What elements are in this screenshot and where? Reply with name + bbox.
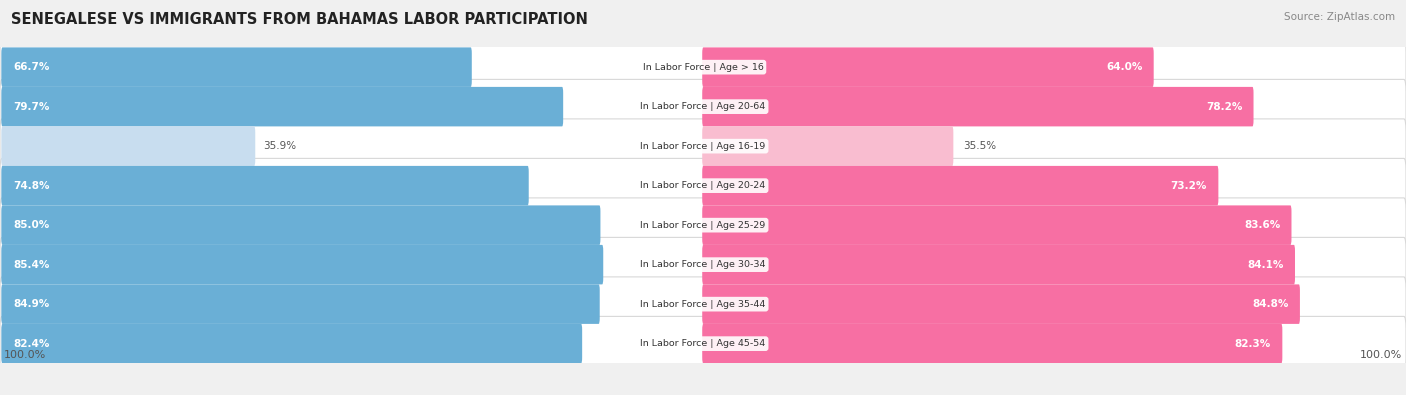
FancyBboxPatch shape [1,126,256,166]
Text: 84.9%: 84.9% [13,299,49,309]
Text: In Labor Force | Age 45-54: In Labor Force | Age 45-54 [640,339,766,348]
Text: In Labor Force | Age 20-24: In Labor Force | Age 20-24 [640,181,766,190]
FancyBboxPatch shape [1,324,582,363]
Text: 64.0%: 64.0% [1107,62,1142,72]
FancyBboxPatch shape [702,245,1295,284]
Text: Source: ZipAtlas.com: Source: ZipAtlas.com [1284,12,1395,22]
FancyBboxPatch shape [702,284,1301,324]
Text: In Labor Force | Age 20-64: In Labor Force | Age 20-64 [640,102,766,111]
FancyBboxPatch shape [702,126,953,166]
Text: 85.4%: 85.4% [13,260,49,270]
Text: 100.0%: 100.0% [1360,350,1402,361]
Text: 82.3%: 82.3% [1234,339,1271,349]
Text: 84.8%: 84.8% [1253,299,1289,309]
FancyBboxPatch shape [0,40,1406,94]
Text: 73.2%: 73.2% [1171,181,1206,191]
Text: 74.8%: 74.8% [13,181,49,191]
FancyBboxPatch shape [702,47,1154,87]
Text: 35.5%: 35.5% [963,141,997,151]
FancyBboxPatch shape [0,198,1406,252]
FancyBboxPatch shape [702,166,1219,205]
Text: 66.7%: 66.7% [13,62,49,72]
Text: In Labor Force | Age 16-19: In Labor Force | Age 16-19 [640,142,766,150]
FancyBboxPatch shape [702,205,1292,245]
FancyBboxPatch shape [0,79,1406,134]
FancyBboxPatch shape [1,47,472,87]
Text: 83.6%: 83.6% [1244,220,1281,230]
Text: In Labor Force | Age 25-29: In Labor Force | Age 25-29 [640,221,766,229]
FancyBboxPatch shape [702,87,1254,126]
Text: In Labor Force | Age 35-44: In Labor Force | Age 35-44 [640,300,766,308]
Text: In Labor Force | Age > 16: In Labor Force | Age > 16 [643,63,763,71]
FancyBboxPatch shape [0,277,1406,331]
Text: 35.9%: 35.9% [263,141,297,151]
Text: 82.4%: 82.4% [13,339,49,349]
Text: SENEGALESE VS IMMIGRANTS FROM BAHAMAS LABOR PARTICIPATION: SENEGALESE VS IMMIGRANTS FROM BAHAMAS LA… [11,12,588,27]
Text: 100.0%: 100.0% [4,350,46,361]
FancyBboxPatch shape [1,284,600,324]
FancyBboxPatch shape [1,245,603,284]
FancyBboxPatch shape [0,237,1406,292]
FancyBboxPatch shape [0,119,1406,173]
Text: 84.1%: 84.1% [1247,260,1284,270]
Text: In Labor Force | Age 30-34: In Labor Force | Age 30-34 [640,260,766,269]
Text: 85.0%: 85.0% [13,220,49,230]
FancyBboxPatch shape [0,158,1406,213]
FancyBboxPatch shape [702,324,1282,363]
FancyBboxPatch shape [1,87,564,126]
FancyBboxPatch shape [1,205,600,245]
Text: 79.7%: 79.7% [13,102,49,112]
FancyBboxPatch shape [0,316,1406,371]
Text: 78.2%: 78.2% [1206,102,1243,112]
FancyBboxPatch shape [1,166,529,205]
